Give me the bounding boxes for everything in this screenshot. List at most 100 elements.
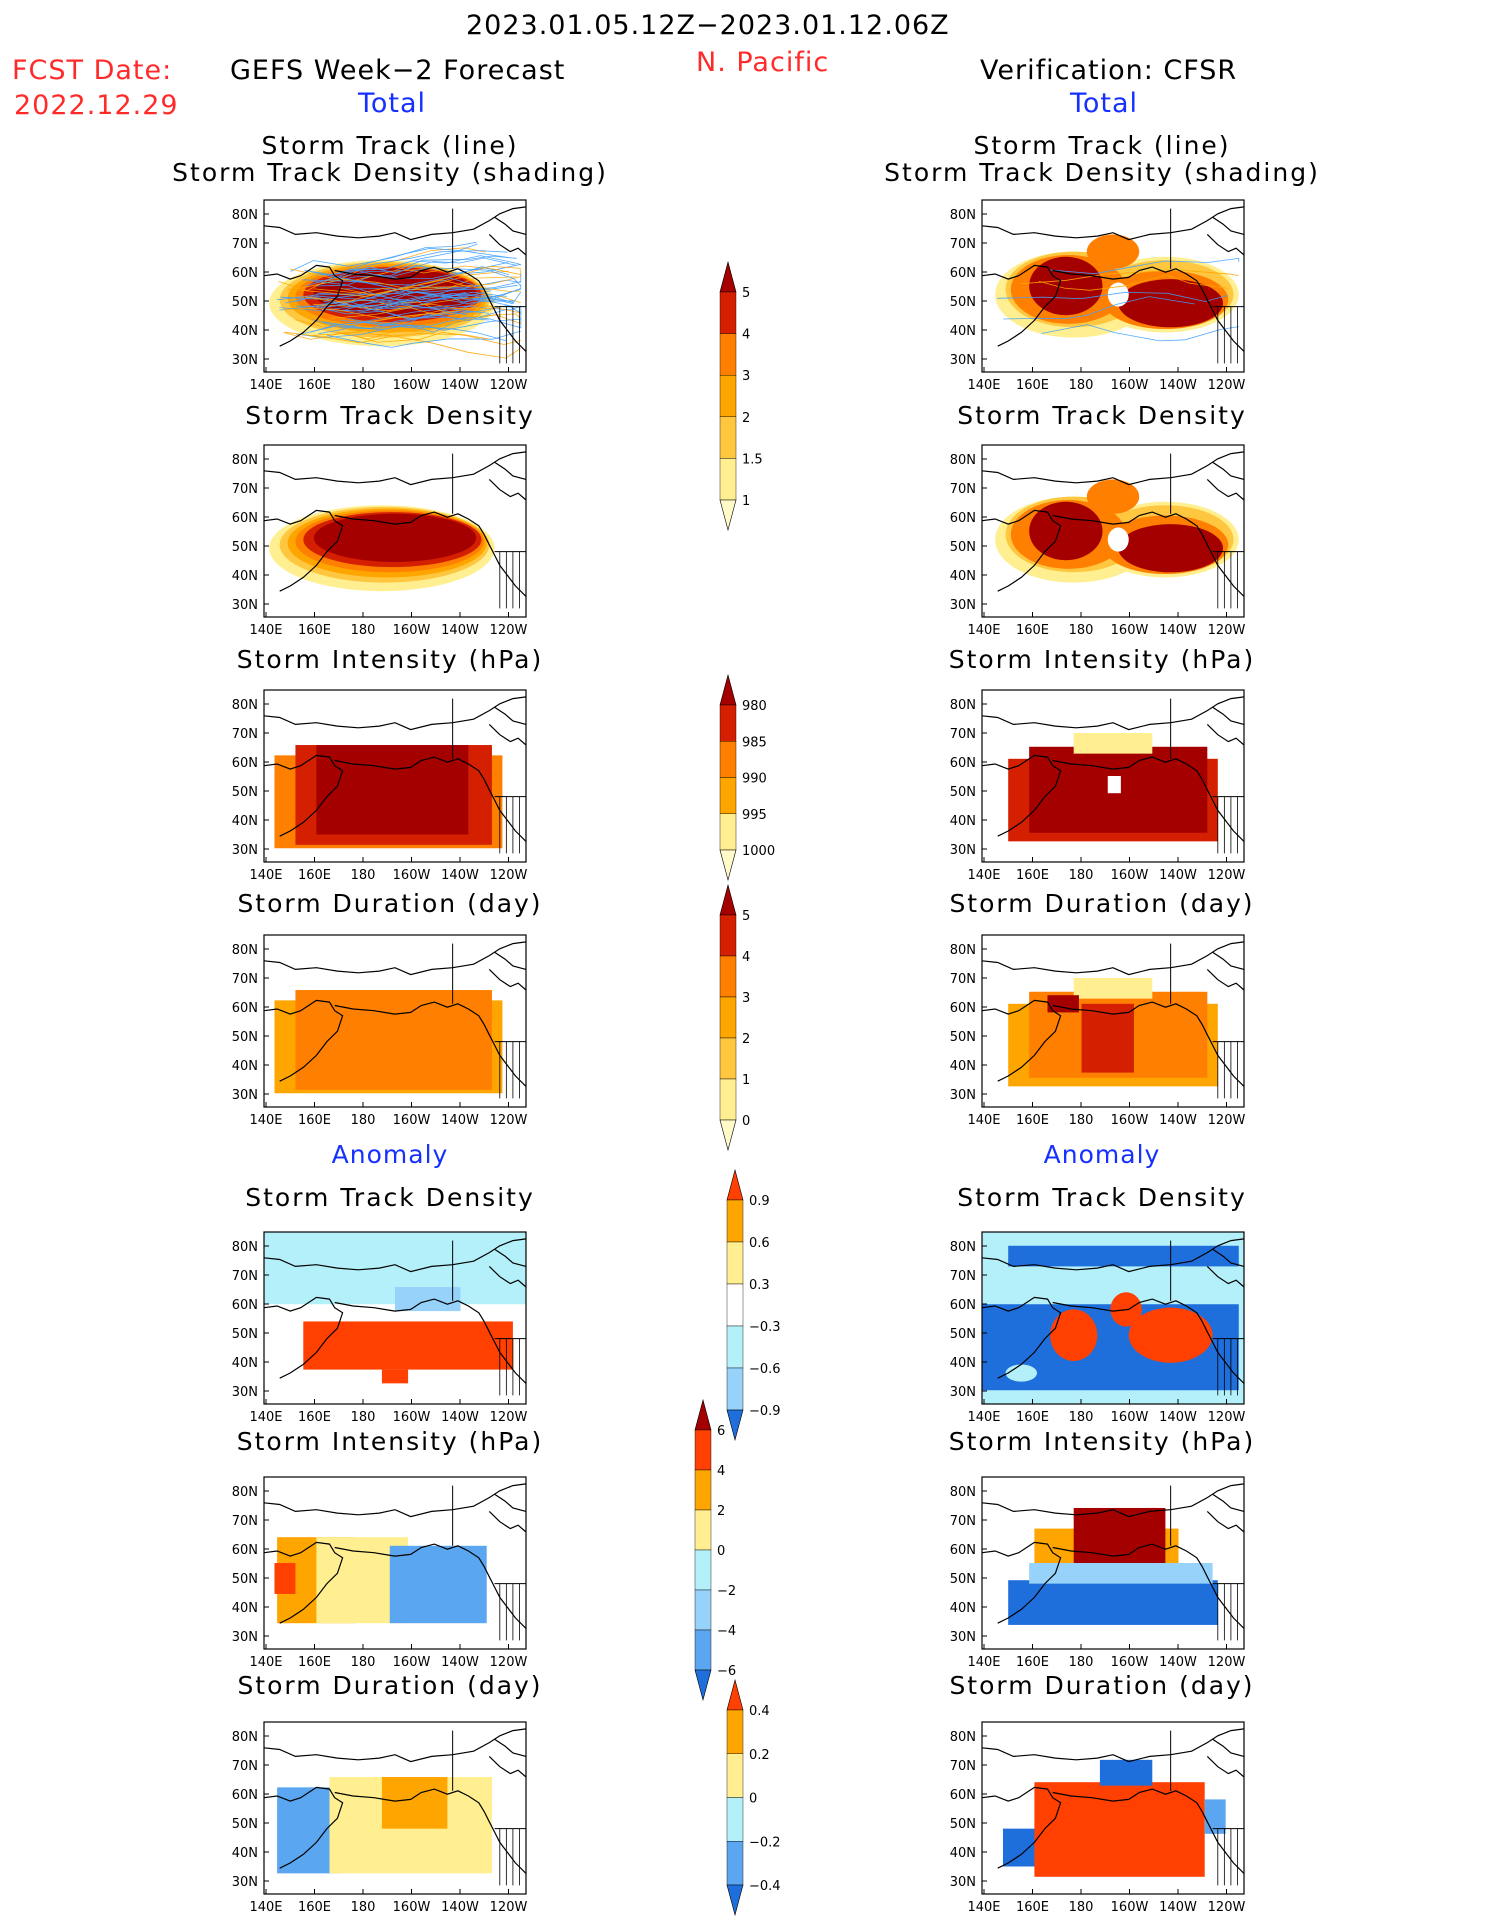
colorbar-segment bbox=[726, 1325, 744, 1369]
colorbar-segment bbox=[719, 375, 737, 418]
colorbar-label: 0 bbox=[749, 1792, 757, 1807]
left-column-title: GEFS Week−2 Forecast bbox=[230, 55, 566, 86]
storm-track-line bbox=[277, 291, 467, 303]
colorbar-label: 0.6 bbox=[749, 1236, 770, 1251]
colorbar-label: 0 bbox=[742, 1114, 750, 1129]
panel-title-fc-anom-duration: Storm Duration (day) bbox=[237, 1671, 543, 1700]
colorbar-label: 0.9 bbox=[749, 1194, 770, 1209]
panel-title-fc-intensity: Storm Intensity (hPa) bbox=[236, 645, 544, 674]
coastline-0 bbox=[981, 1238, 1245, 1273]
map-frame bbox=[981, 1231, 1245, 1405]
coastline-0 bbox=[263, 451, 527, 486]
map-fields bbox=[982, 1232, 1244, 1404]
lat-tick-label: 50N bbox=[232, 1572, 258, 1587]
map-frame bbox=[263, 1721, 527, 1895]
coastline-4 bbox=[1212, 1738, 1245, 1757]
lon-tick-label: 180 bbox=[1069, 1655, 1094, 1670]
colorbar-segment bbox=[719, 1078, 737, 1121]
lon-tick-label: 140W bbox=[441, 623, 479, 638]
coastline-1 bbox=[263, 264, 344, 347]
storm-track-line bbox=[316, 263, 521, 286]
colorbar-anom-density: 0.9 0.6 0.3 −0.3 −0.6 −0.9 bbox=[726, 1168, 781, 1442]
fcst-date: 2022.12.29 bbox=[14, 90, 179, 121]
lat-tick-label: 40N bbox=[950, 1601, 976, 1616]
storm-track-line bbox=[285, 285, 481, 304]
coastline-1 bbox=[263, 1786, 344, 1869]
coastline-0 bbox=[263, 941, 527, 976]
storm-track-line bbox=[295, 277, 480, 307]
colorbar-segment bbox=[726, 1841, 744, 1886]
map-frame bbox=[981, 1721, 1245, 1895]
coastline-3 bbox=[488, 1265, 527, 1288]
map-panel-vf-anom-density: 80N 70N 60N 50N 40N 30N 140E 160E 180 160W 140W 120… bbox=[950, 1231, 1246, 1425]
lon-tick-label: 140E bbox=[249, 1900, 282, 1915]
lat-tick-label: 60N bbox=[950, 266, 976, 281]
colorbar-bottom-arrow bbox=[726, 1884, 744, 1917]
lat-tick-label: 70N bbox=[950, 727, 976, 742]
grid-cell-region bbox=[381, 1777, 448, 1829]
lat-tick-label: 80N bbox=[950, 1485, 976, 1500]
colorbar-label: 4 bbox=[742, 950, 750, 965]
lon-tick-label: 160E bbox=[298, 1410, 331, 1425]
colorbar-label: −0.6 bbox=[749, 1362, 781, 1377]
coastline-3 bbox=[1206, 478, 1245, 501]
coastline-3 bbox=[488, 1510, 527, 1533]
colorbar-segment bbox=[719, 813, 737, 851]
lon-tick-label: 140E bbox=[249, 1113, 282, 1128]
storm-track-line bbox=[1021, 269, 1239, 285]
lat-tick-label: 60N bbox=[950, 1543, 976, 1558]
colorbar-segment bbox=[719, 996, 737, 1039]
lon-tick-label: 180 bbox=[1069, 1113, 1094, 1128]
density-contour bbox=[1086, 479, 1140, 514]
coastline-0 bbox=[981, 206, 1245, 241]
lat-tick-label: 80N bbox=[950, 698, 976, 713]
colorbar-segment bbox=[719, 1037, 737, 1080]
colorbar-segment bbox=[719, 914, 737, 957]
colorbar-segment bbox=[694, 1629, 712, 1671]
storm-track-line bbox=[315, 288, 521, 320]
grid-cell-region bbox=[1204, 1799, 1226, 1834]
colorbar-segment bbox=[719, 777, 737, 814]
colorbar-label: −0.3 bbox=[749, 1320, 781, 1335]
panel-title-vf-anom-density: Storm Track Density bbox=[957, 1183, 1247, 1212]
coastline-1 bbox=[981, 1296, 1062, 1379]
colorbar-bottom-arrow bbox=[719, 1119, 737, 1152]
lat-tick-label: 50N bbox=[950, 1327, 976, 1342]
lon-tick-label: 160W bbox=[1111, 1655, 1149, 1670]
lat-tick-label: 70N bbox=[950, 1269, 976, 1284]
lon-tick-label: 180 bbox=[1069, 868, 1094, 883]
coastline-2 bbox=[334, 756, 527, 842]
map-frame bbox=[263, 444, 527, 618]
lat-tick-label: 40N bbox=[232, 1059, 258, 1074]
lat-tick-label: 40N bbox=[950, 324, 976, 339]
coastline-1 bbox=[981, 754, 1062, 837]
lon-tick-label: 140W bbox=[441, 1113, 479, 1128]
grid-cell-region bbox=[274, 1563, 296, 1594]
lat-tick-label: 70N bbox=[232, 237, 258, 252]
colorbar-bottom-arrow bbox=[719, 849, 737, 882]
storm-track-line bbox=[304, 269, 515, 302]
coastline-4 bbox=[494, 706, 527, 725]
lon-tick-label: 160W bbox=[1111, 1113, 1149, 1128]
storm-track-line bbox=[1038, 274, 1229, 291]
lon-tick-label: 140W bbox=[1159, 1113, 1197, 1128]
coastline-4 bbox=[1212, 1493, 1245, 1512]
coastline-3 bbox=[1206, 1510, 1245, 1533]
grid-cell-region bbox=[1073, 1507, 1166, 1563]
lon-tick-label: 160E bbox=[298, 623, 331, 638]
map-fields bbox=[274, 1537, 487, 1624]
coastline-3 bbox=[488, 1755, 527, 1778]
coastline-0 bbox=[981, 941, 1245, 976]
colorbar-label: 0.3 bbox=[749, 1278, 770, 1293]
colorbar-label: −6 bbox=[717, 1664, 736, 1679]
coastline-4 bbox=[494, 951, 527, 970]
lon-tick-label: 120W bbox=[1208, 1410, 1246, 1425]
lon-tick-label: 120W bbox=[1208, 378, 1246, 393]
grid-cell-region bbox=[1034, 1782, 1205, 1877]
lon-tick-label: 140W bbox=[1159, 1900, 1197, 1915]
coastline-0 bbox=[263, 696, 527, 731]
colorbar-top-arrow bbox=[719, 883, 737, 916]
lon-tick-label: 160E bbox=[1016, 1900, 1049, 1915]
map-frame bbox=[263, 934, 527, 1108]
gap-cell bbox=[1107, 527, 1129, 552]
